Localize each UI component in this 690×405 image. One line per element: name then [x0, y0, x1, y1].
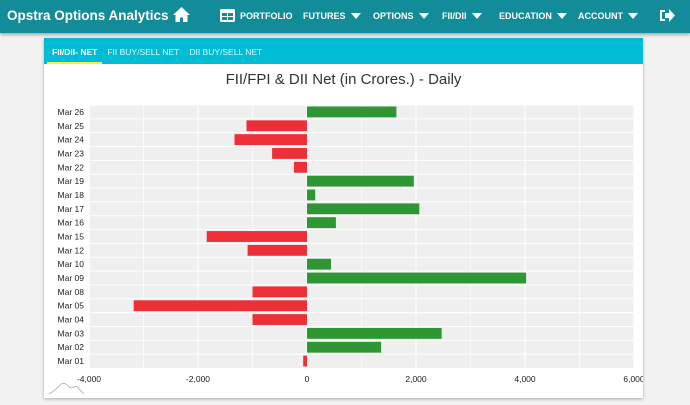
- x-tick-label: 6,000: [623, 374, 643, 384]
- chart-title: FII/FPI & DII Net (in Crores.) - Daily: [225, 71, 462, 88]
- chevron-down-icon: [418, 13, 429, 19]
- nav-options[interactable]: OPTIONS: [373, 11, 429, 21]
- tab-bar: FII/DII- NET FII BUY/SELL NET DII BUY/SE…: [44, 38, 643, 64]
- nav-futures[interactable]: FUTURES: [303, 11, 361, 21]
- bar: [307, 258, 331, 270]
- tab-fii-buy-sell-net[interactable]: FII BUY/SELL NET: [107, 47, 180, 57]
- category-label: Mar 23: [58, 148, 85, 158]
- bar: [303, 355, 307, 367]
- category-label: Mar 05: [58, 301, 85, 311]
- bar: [272, 148, 307, 159]
- category-label: Mar 22: [58, 162, 85, 172]
- bar: [234, 134, 307, 146]
- bar: [307, 203, 420, 215]
- category-label: Mar 12: [58, 245, 85, 255]
- category-label: Mar 03: [58, 328, 85, 338]
- bar: [293, 161, 307, 173]
- bar: [133, 300, 307, 312]
- category-label: Mar 17: [58, 204, 85, 214]
- category-label: Mar 08: [58, 287, 85, 297]
- bar: [247, 244, 307, 256]
- category-label: Mar 10: [58, 259, 85, 269]
- category-label: Mar 18: [58, 190, 85, 200]
- nav-portfolio[interactable]: PORTFOLIO: [220, 9, 293, 22]
- chevron-down-icon: [350, 13, 361, 19]
- chevron-down-icon: [556, 13, 567, 19]
- chart-card: FII/DII- NET FII BUY/SELL NET DII BUY/SE…: [44, 38, 643, 398]
- x-tick-label: 2,000: [405, 374, 427, 384]
- category-label: Mar 26: [58, 107, 85, 117]
- category-label: Mar 25: [58, 121, 85, 131]
- bar: [307, 327, 442, 339]
- x-tick-label: 4,000: [514, 374, 536, 384]
- bar: [307, 217, 336, 229]
- category-label: Mar 01: [58, 356, 85, 366]
- bar: [206, 231, 307, 242]
- bar: [252, 286, 307, 298]
- tab-fii-dii-net[interactable]: FII/DII- NET: [47, 38, 103, 64]
- chart-logo-icon: [48, 382, 85, 395]
- nav-account[interactable]: ACCOUNT: [578, 11, 638, 21]
- grid-icon: [220, 9, 235, 22]
- category-label: Mar 09: [58, 273, 85, 283]
- brand-logo[interactable]: Opstra Options Analytics: [7, 8, 169, 23]
- bar: [246, 120, 307, 132]
- chevron-down-icon: [628, 13, 638, 19]
- x-tick-label: -2,000: [186, 374, 210, 384]
- category-label: Mar 24: [58, 135, 85, 145]
- category-label: Mar 16: [58, 218, 85, 228]
- bar: [307, 175, 414, 187]
- nav-education[interactable]: EDUCATION: [499, 11, 567, 21]
- x-tick-label: -4,000: [77, 374, 101, 384]
- bar: [307, 106, 397, 118]
- category-label: Mar 15: [58, 232, 85, 242]
- bar: [252, 314, 307, 325]
- bar: [307, 341, 382, 353]
- bar: [307, 189, 316, 201]
- top-navbar: Opstra Options Analytics PORTFOLIO FUTUR…: [0, 0, 690, 33]
- category-label: Mar 04: [58, 315, 85, 325]
- logout-icon[interactable]: [660, 9, 675, 22]
- tab-dii-buy-sell-net[interactable]: DII BUY/SELL NET: [189, 47, 263, 57]
- bar: [307, 272, 527, 284]
- category-label: Mar 19: [58, 176, 85, 186]
- home-icon[interactable]: [173, 7, 190, 22]
- x-tick-label: 0: [305, 374, 310, 384]
- chevron-down-icon: [471, 13, 482, 19]
- category-label: Mar 02: [58, 342, 85, 352]
- nav-fii-dii[interactable]: FII/DII: [442, 11, 482, 21]
- bar-chart: Mar 26 Mar 25 Mar 24 Mar 23 Mar 22 Mar 19 Mar …: [48, 104, 643, 395]
